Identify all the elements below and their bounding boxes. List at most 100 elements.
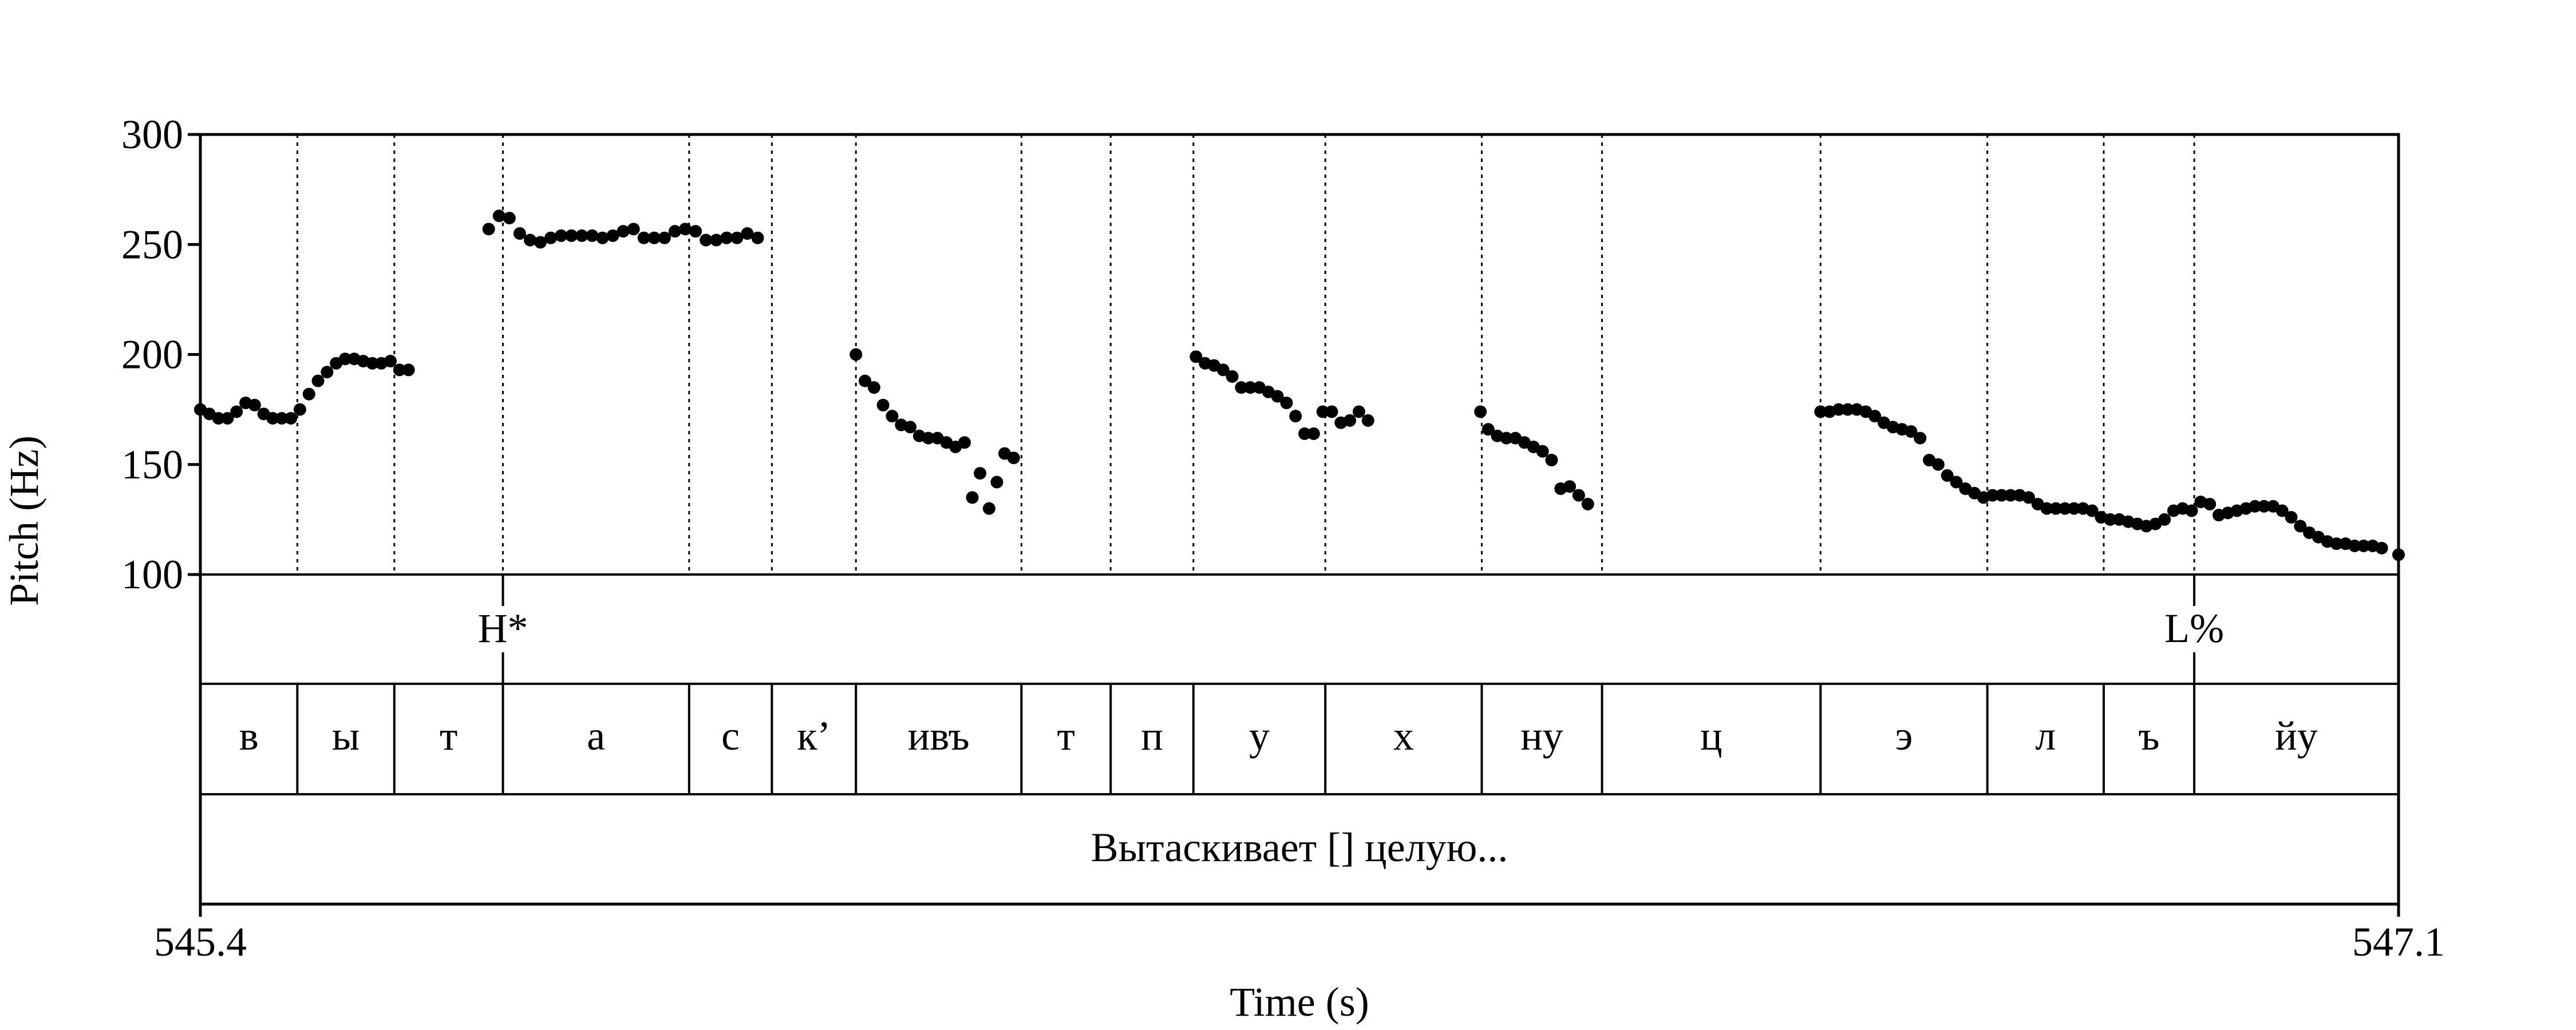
pitch-point — [904, 421, 917, 434]
pitch-point — [1307, 427, 1320, 440]
pitch-point — [617, 225, 630, 238]
pitch-point — [482, 223, 495, 236]
pitch-point — [1905, 425, 1918, 438]
pitch-point — [720, 231, 733, 244]
segment-label: п — [1141, 713, 1163, 759]
segment-label: ц — [1700, 713, 1722, 759]
axes: 100 150 200 250 300 545.4 547.1 — [121, 112, 2445, 965]
pitch-point — [575, 229, 588, 242]
segment-label: ъ — [2138, 713, 2159, 759]
pitch-point — [1361, 414, 1374, 427]
y-tick-label: 100 — [121, 552, 183, 597]
pitch-point — [544, 231, 558, 244]
y-tick-label: 150 — [121, 442, 183, 488]
pitch-point — [658, 231, 671, 244]
pitch-point — [513, 227, 526, 240]
pitch-point — [1832, 403, 1845, 416]
pitch-point — [966, 491, 979, 504]
phrase-label: Вытаскивает [] целую... — [1091, 825, 1508, 870]
pitch-point — [2249, 500, 2262, 513]
pitch-point — [710, 233, 723, 247]
pitch-point — [555, 229, 568, 242]
pitch-point — [1841, 403, 1854, 416]
segment-label: в — [239, 713, 259, 759]
pitch-point — [1563, 480, 1577, 493]
pitch-point — [1914, 431, 1927, 445]
pitch-point — [393, 363, 406, 377]
pitch-point — [886, 410, 899, 423]
annotation-tiers: H* L% в ы т а с к’ ивъ т п у х ну ц э л ъ йу Вытаскивает []… — [239, 575, 2318, 870]
pitch-point — [627, 223, 640, 236]
pitch-point — [700, 233, 713, 247]
pitch-point — [958, 436, 971, 449]
pitch-point — [2022, 491, 2035, 504]
pitch-point — [1950, 476, 1963, 489]
pitch-point — [2185, 504, 2198, 517]
pitch-point — [1344, 414, 1357, 427]
pitch-point — [1986, 489, 1999, 502]
pitch-point — [1481, 423, 1495, 436]
x-axis-label: Time (s) — [1230, 979, 1369, 1025]
pitch-point — [1474, 405, 1487, 418]
pitch-point — [2375, 541, 2388, 554]
pitch-point — [2294, 520, 2307, 533]
pitch-point — [384, 355, 397, 368]
pitch-point — [867, 381, 880, 394]
pitch-point — [1572, 489, 1585, 502]
pitch-point — [2330, 537, 2343, 550]
pitch-point — [1545, 454, 1558, 467]
pitch-point — [859, 374, 872, 387]
pitch-point — [285, 412, 298, 425]
pitch-point — [1298, 427, 1311, 440]
pitch-point — [1190, 350, 1203, 363]
pitch-point — [586, 229, 599, 242]
pitch-point — [689, 225, 702, 238]
pitch-point — [248, 398, 261, 411]
y-axis-label: Pitch (Hz) — [1, 435, 47, 606]
segment-label: йу — [2275, 713, 2318, 759]
pitch-points — [194, 209, 2405, 561]
segment-label: к’ — [797, 713, 831, 759]
pitch-point — [2104, 513, 2117, 526]
pitch-point — [647, 231, 661, 244]
pitch-point — [1244, 381, 1257, 394]
pitch-point — [212, 412, 225, 425]
pitch-point — [1280, 397, 1293, 410]
segment-label: ну — [1520, 713, 1563, 759]
segment-label: э — [1895, 713, 1913, 759]
pitch-point — [492, 209, 505, 223]
pitch-point — [1235, 381, 1248, 394]
pitch-point — [679, 223, 692, 236]
pitch-point — [1289, 410, 1302, 423]
segment-label: а — [587, 713, 605, 759]
pitch-point — [1995, 489, 2008, 502]
pitch-point — [2085, 504, 2099, 517]
pitch-point — [1316, 405, 1329, 418]
pitch-point — [1500, 431, 1513, 445]
x-tick-label: 545.4 — [154, 919, 247, 965]
pitch-point — [1325, 405, 1338, 418]
pitch-point — [266, 412, 279, 425]
pitch-point — [982, 502, 995, 515]
pitch-point — [534, 236, 547, 249]
x-tick-label: 547.1 — [2352, 919, 2445, 965]
pitch-point — [668, 225, 681, 238]
pitch-point — [751, 231, 764, 244]
pitch-point — [524, 233, 536, 247]
pitch-point — [1931, 458, 1945, 471]
pitch-point — [2004, 489, 2017, 502]
pitch-point — [850, 348, 863, 361]
pitch-point — [1581, 497, 1594, 510]
pitch-point — [1007, 451, 1020, 465]
pitch-point — [1941, 469, 1954, 482]
pitch-point — [1226, 370, 1239, 383]
pitch-point — [293, 403, 306, 416]
pitch-point — [1868, 410, 1882, 423]
pitch-point — [2357, 540, 2370, 553]
pitch-point — [2049, 502, 2063, 515]
segment-label: ы — [332, 713, 359, 759]
pitch-point — [565, 229, 578, 242]
pitch-point — [1536, 445, 1549, 458]
pitch-point — [2348, 540, 2361, 553]
segment-label: с — [721, 713, 740, 759]
